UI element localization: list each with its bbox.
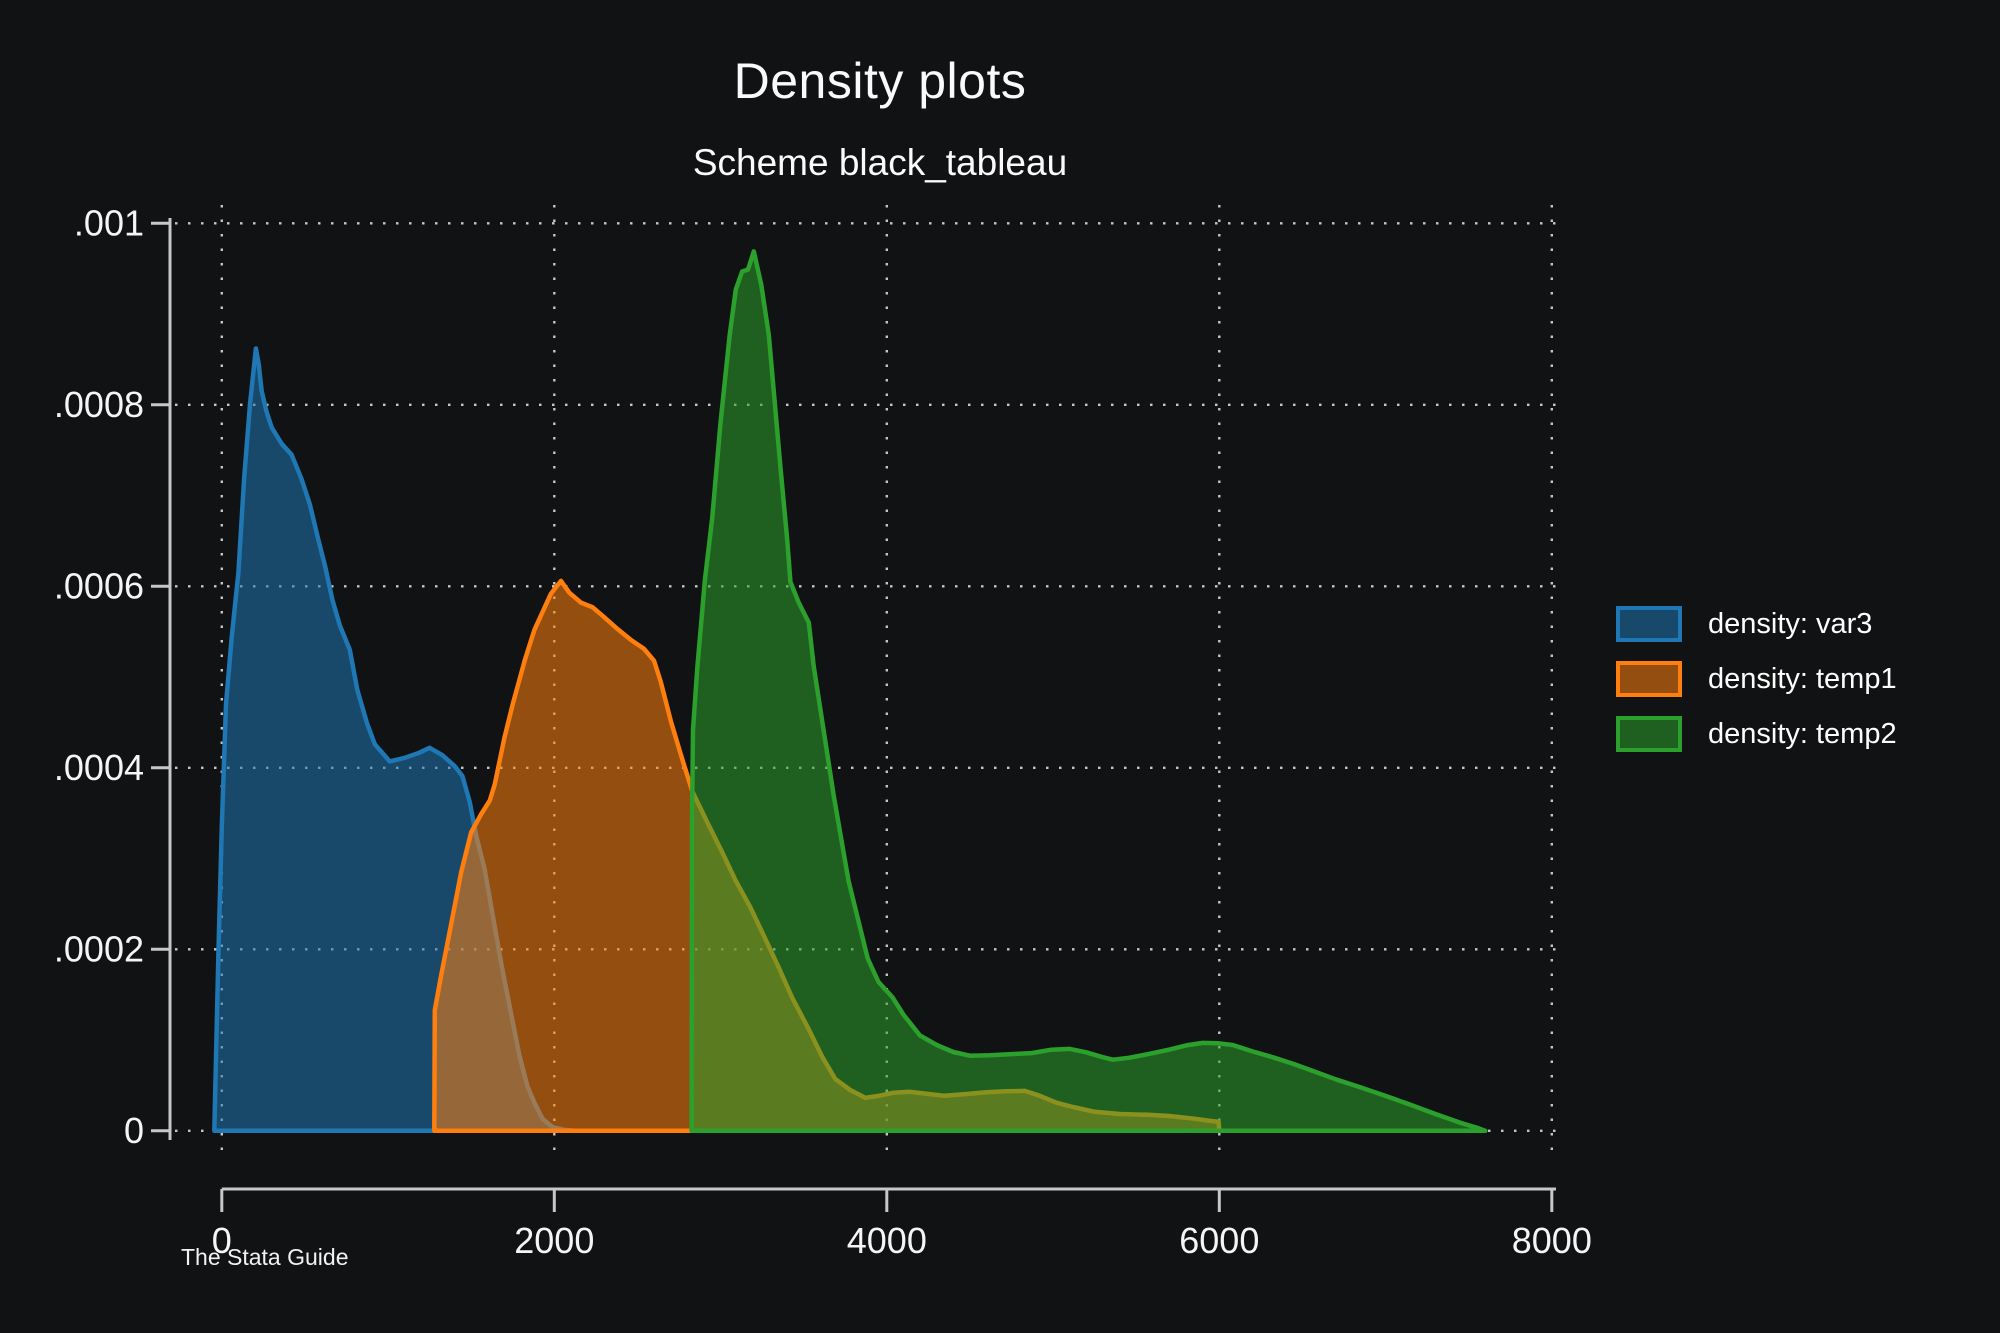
density-series [212, 249, 1488, 1134]
legend-label-density-temp2: density: temp2 [1708, 717, 1897, 750]
y-tick-label-0004: .0004 [54, 747, 144, 788]
legend-entry-density-temp1: density: temp1 [1616, 661, 1897, 697]
density-area-density-temp2 [689, 249, 1488, 1134]
x-tick-label-0: 0 [212, 1220, 232, 1261]
y-tick-label-0006: .0006 [54, 565, 144, 606]
y-tick-label-0: 0 [124, 1110, 144, 1151]
legend-label-density-var3: density: var3 [1708, 607, 1873, 640]
y-tick-label-001: .001 [74, 202, 144, 243]
legend-entry-density-temp2: density: temp2 [1616, 716, 1897, 752]
legend-swatch-density-temp2 [1616, 716, 1682, 752]
chart-title: Density plots [733, 53, 1027, 109]
legend-swatch-density-temp1 [1616, 661, 1682, 697]
axes: 0 .0002 .0004 .0006 .0008 .001 0 2000 4000 6000 80… [54, 202, 1592, 1261]
x-tick-label-4000: 4000 [847, 1220, 927, 1261]
chart-caption: The Stata Guide [181, 1244, 349, 1270]
legend-swatch-density-var3 [1616, 606, 1682, 642]
y-tick-label-0008: .0008 [54, 384, 144, 425]
chart-subtitle: Scheme black_tableau [692, 142, 1068, 183]
legend-label-density-temp1: density: temp1 [1708, 662, 1897, 695]
x-tick-label-6000: 6000 [1179, 1220, 1259, 1261]
x-tick-label-2000: 2000 [514, 1220, 594, 1261]
y-tick-label-0002: .0002 [54, 928, 144, 969]
legend-entry-density-var3: density: var3 [1616, 606, 1897, 642]
legend: density: var3 density: temp1 density: temp… [1616, 606, 1897, 752]
x-tick-label-8000: 8000 [1512, 1220, 1592, 1261]
